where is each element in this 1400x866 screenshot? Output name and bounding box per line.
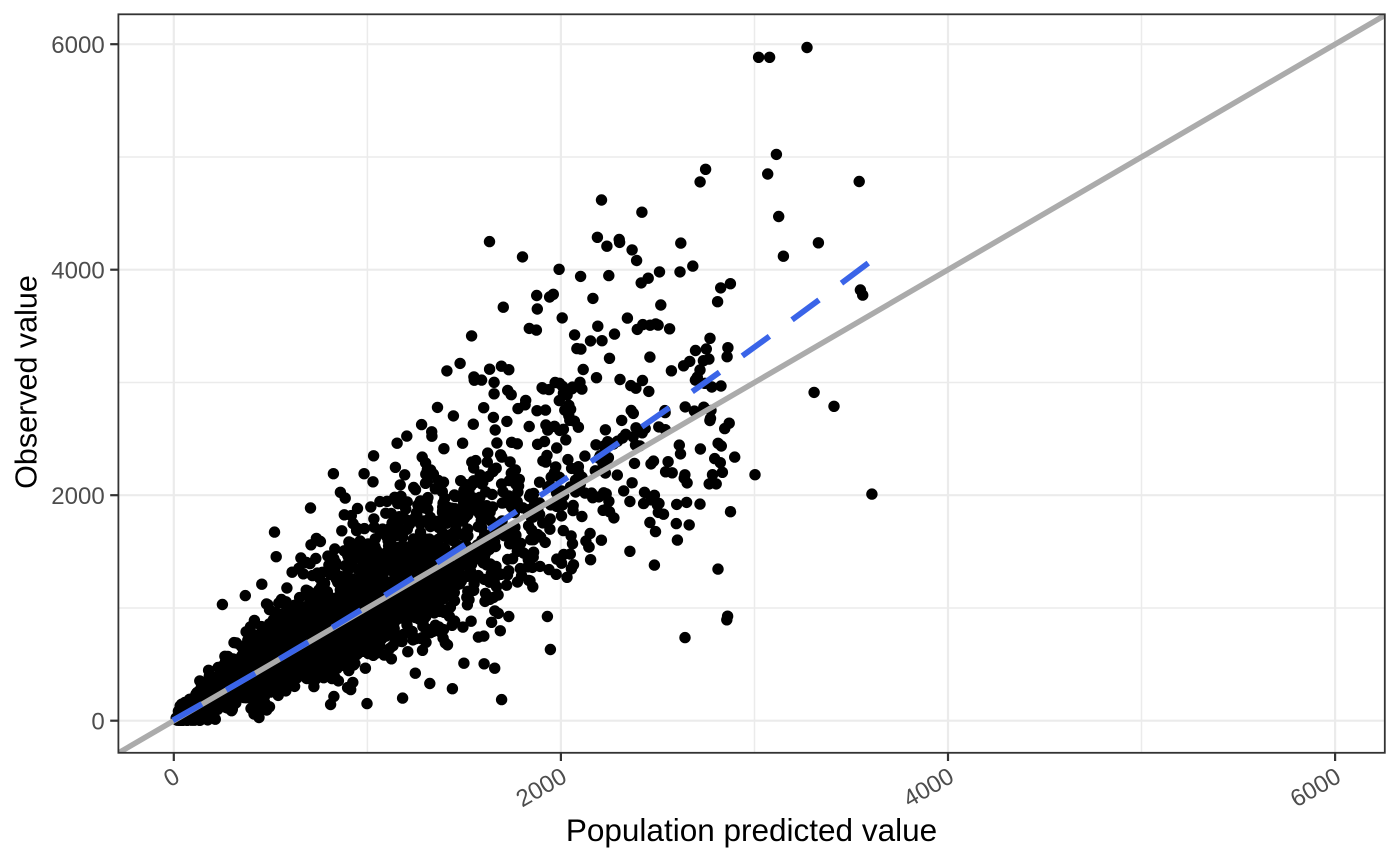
svg-text:Population predicted value: Population predicted value	[566, 812, 937, 848]
svg-text:2000: 2000	[51, 483, 104, 510]
svg-text:0: 0	[91, 709, 104, 736]
svg-text:4000: 4000	[51, 258, 104, 285]
svg-text:Observed value: Observed value	[10, 275, 44, 489]
svg-text:6000: 6000	[51, 32, 104, 59]
